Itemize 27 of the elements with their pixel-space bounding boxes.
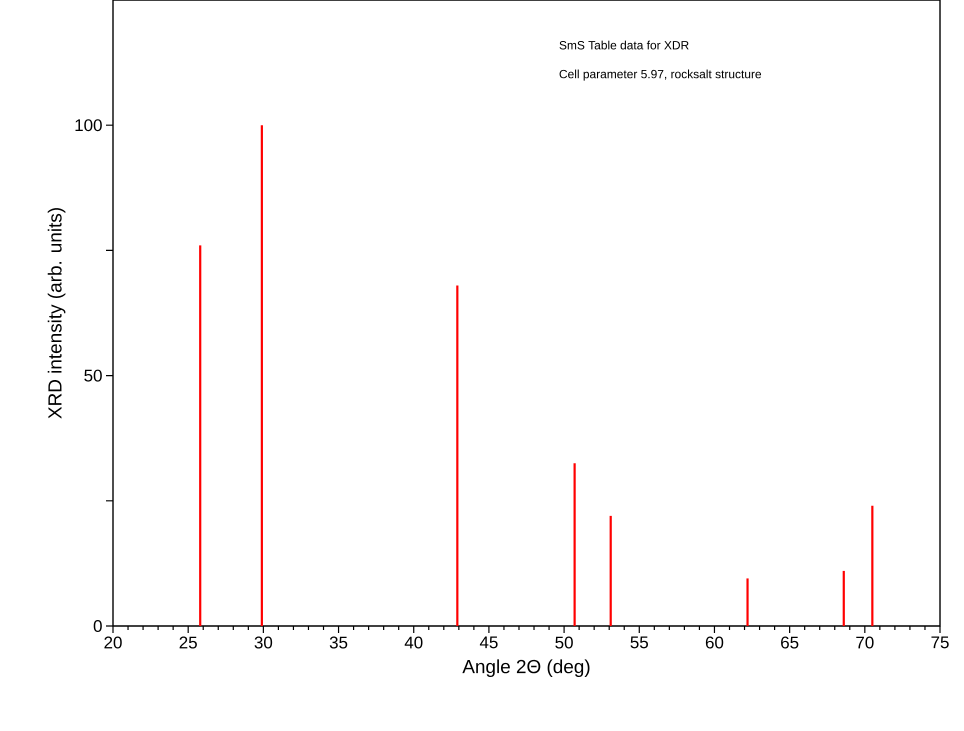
- x-tick-label: 65: [781, 636, 798, 649]
- bar: [871, 506, 874, 626]
- x-tick-label: 30: [254, 636, 272, 649]
- annotation: SmS Table data for XDR: [560, 40, 689, 50]
- x-tick-label: 60: [706, 636, 724, 649]
- y-tick-label: 100: [76, 119, 102, 132]
- bar: [746, 578, 749, 626]
- x-tick-label: 50: [555, 636, 573, 649]
- x-tick-label: 25: [180, 636, 197, 649]
- x-tick-label: 45: [480, 636, 498, 648]
- bar: [456, 285, 458, 626]
- x-tick-label: 55: [630, 636, 648, 648]
- x-tick-label: 40: [404, 636, 422, 649]
- y-tick-label: 50: [84, 370, 102, 382]
- x-tick-label: 35: [330, 636, 348, 649]
- x-tick-label: 20: [104, 636, 122, 649]
- x-axis-title: Angle 2Θ (deg): [462, 659, 590, 677]
- x-tick-label: 70: [856, 636, 874, 649]
- bar: [260, 125, 263, 626]
- bar: [842, 570, 845, 626]
- y-axis-title: XRD intensity (arb. units): [48, 208, 66, 419]
- bar: [610, 516, 612, 626]
- bar: [199, 245, 202, 626]
- bar: [574, 463, 576, 626]
- y-tick-label: 0: [94, 620, 102, 632]
- x-tick-label: 75: [931, 636, 949, 648]
- annotation: Cell parameter 5.97, rocksalt structure: [560, 70, 762, 81]
